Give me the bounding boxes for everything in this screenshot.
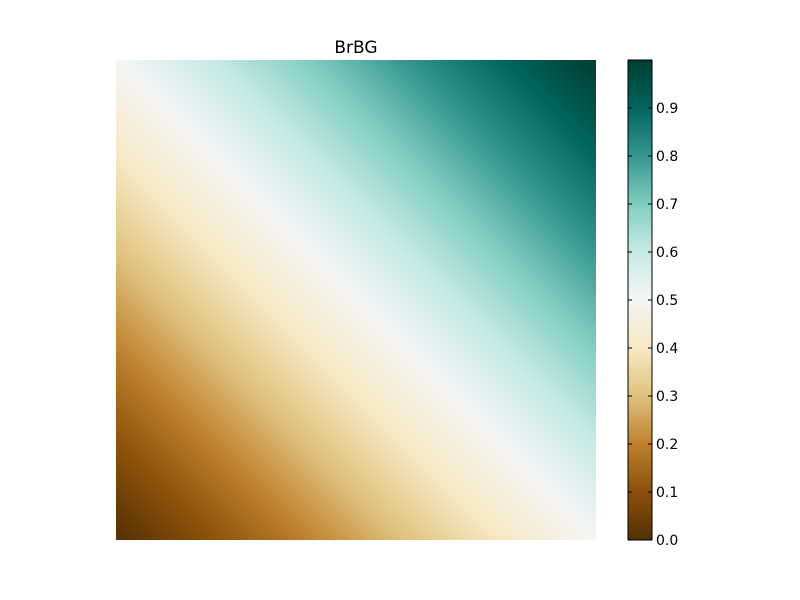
chart-title: BrBG [334, 38, 377, 58]
colorbar-tick-label: 0.1 [656, 485, 678, 501]
colorbar-tick-label: 0.7 [656, 197, 678, 213]
colorbar-tick-label: 0.4 [656, 341, 678, 357]
colorbar-tick-label: 0.5 [656, 293, 678, 309]
colorbar-tick-label: 0.3 [656, 389, 678, 405]
colorbar-tick-label: 0.6 [656, 245, 678, 261]
colorbar-tick-label: 0.0 [656, 533, 678, 549]
colorbar-tick-label: 0.2 [656, 437, 678, 453]
colorbar-tick-label: 0.9 [656, 101, 678, 117]
colorbar-tick-label: 0.8 [656, 149, 678, 165]
colorbar-ticks: 0.0 0.1 0.2 0.3 0.4 0.5 0.6 0.7 0.8 0.9 [628, 101, 678, 549]
heatmap-image [116, 60, 596, 540]
